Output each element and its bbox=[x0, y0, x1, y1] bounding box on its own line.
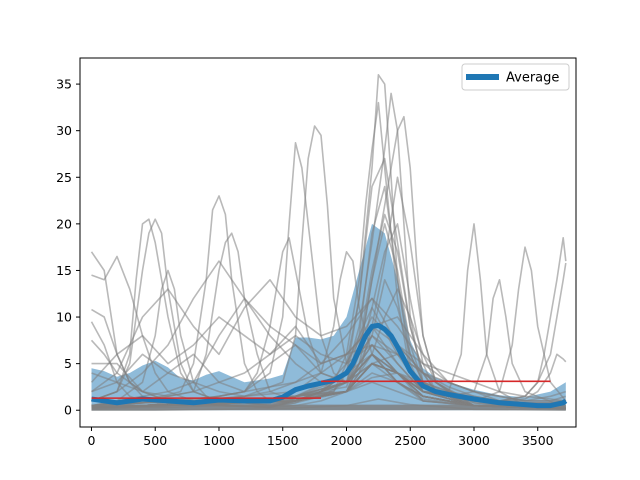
y-tick-label: 15 bbox=[56, 263, 72, 278]
x-tick-label: 0 bbox=[87, 433, 95, 448]
trace-baseline-cluster bbox=[91, 404, 566, 411]
trace-line-26 bbox=[91, 279, 566, 410]
x-tick-label: 3000 bbox=[458, 433, 490, 448]
average-layer bbox=[91, 322, 568, 409]
x-tick-label: 1000 bbox=[203, 433, 235, 448]
x-tick-label: 2000 bbox=[331, 433, 363, 448]
trace-line-12 bbox=[91, 142, 566, 410]
y-tick-label: 10 bbox=[56, 310, 72, 325]
threshold-layer bbox=[91, 380, 551, 399]
y-tick-label: 5 bbox=[64, 356, 72, 371]
legend-label-average: Average bbox=[506, 71, 559, 86]
trace-line-38 bbox=[91, 297, 566, 402]
legend: Average bbox=[461, 63, 570, 91]
x-tick-label: 500 bbox=[143, 433, 167, 448]
x-tick-label: 1500 bbox=[267, 433, 299, 448]
y-tick-label: 20 bbox=[56, 216, 72, 231]
y-axis: 0 5 10 15 20 25 30 35 bbox=[56, 77, 80, 418]
x-tick-label: 2500 bbox=[394, 433, 426, 448]
y-tick-label: 35 bbox=[56, 77, 72, 92]
legend-box bbox=[461, 63, 570, 91]
x-tick-label: 3500 bbox=[522, 433, 554, 448]
average-line bbox=[91, 322, 568, 409]
plot-frame bbox=[79, 57, 577, 428]
y-tick-label: 0 bbox=[64, 403, 72, 418]
y-tick-label: 30 bbox=[56, 123, 72, 138]
trace-line-35 bbox=[91, 279, 566, 402]
x-axis: 0 500 1000 1500 2000 2500 3000 3500 bbox=[87, 427, 554, 448]
y-tick-label: 25 bbox=[56, 170, 72, 185]
